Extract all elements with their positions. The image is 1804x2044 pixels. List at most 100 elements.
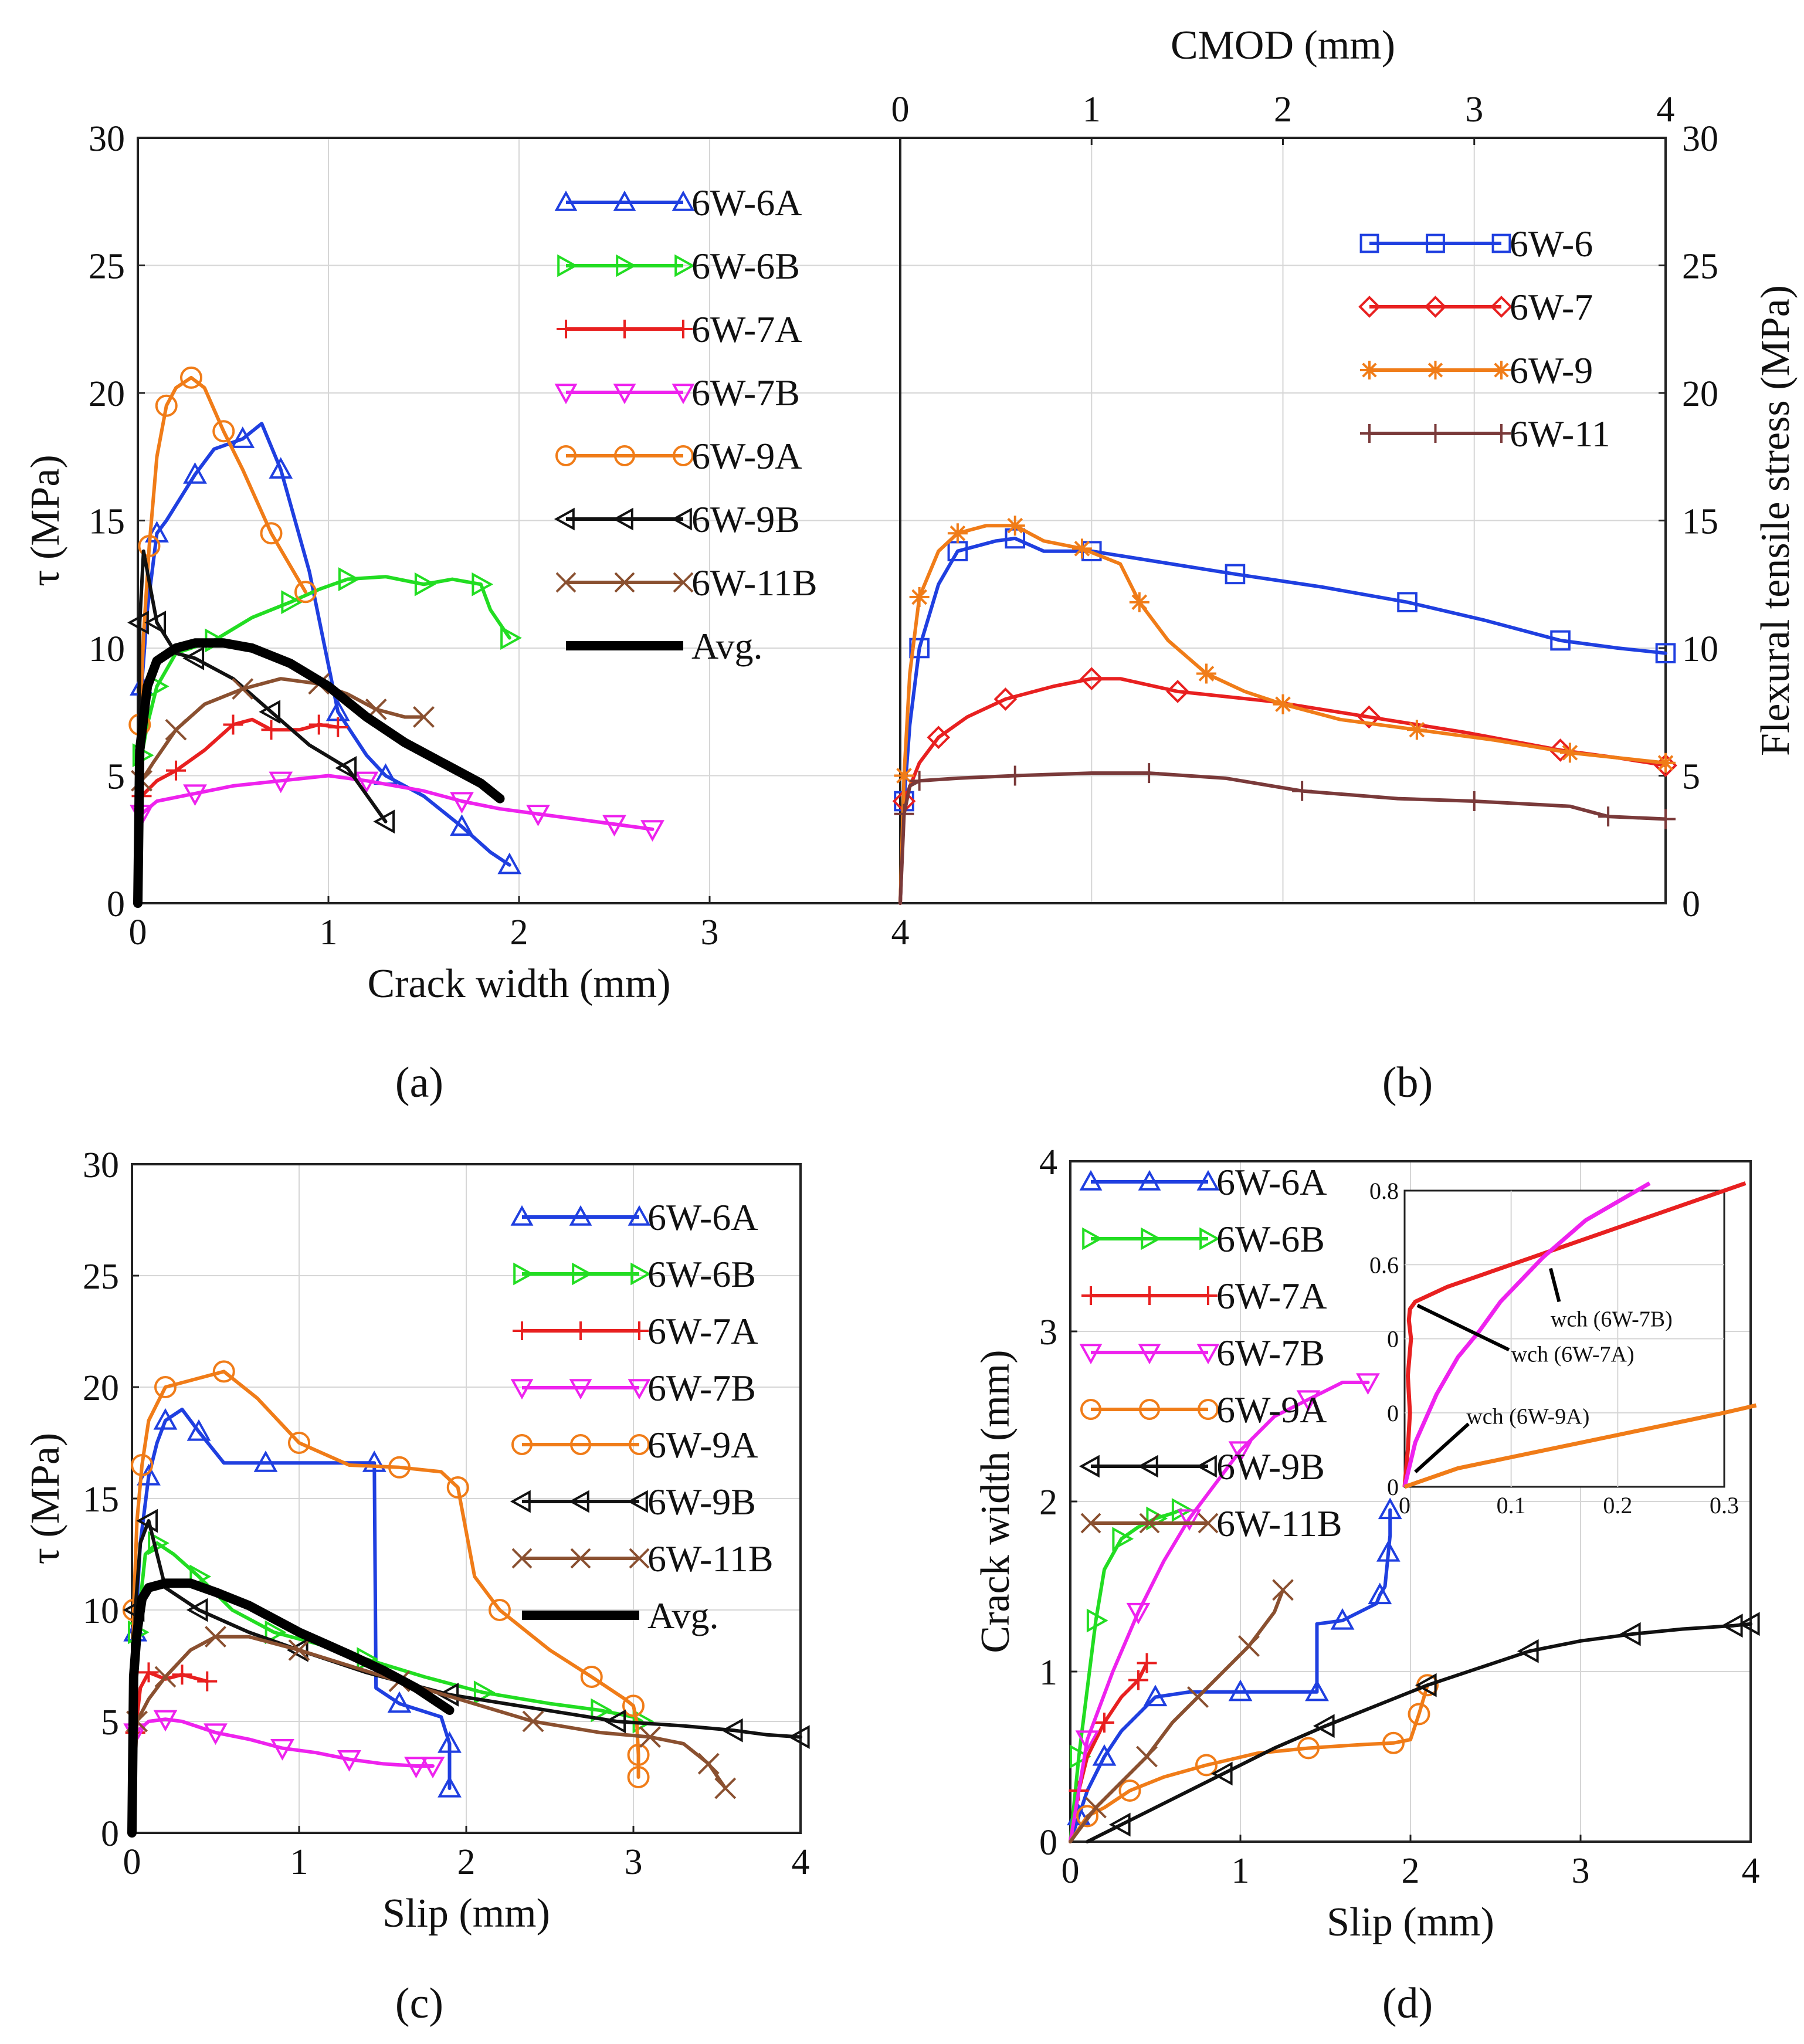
series-6W-9 xyxy=(894,516,1676,905)
series-line xyxy=(1086,1622,1752,1843)
legend-marker xyxy=(554,190,578,211)
legend-marker xyxy=(615,320,634,338)
y-tick-label: 30 xyxy=(89,119,125,159)
legend-label: 6W-7A xyxy=(691,309,802,350)
series-6W-6 xyxy=(894,528,1676,905)
data-point xyxy=(253,1450,278,1472)
legend-item: 6W-11B xyxy=(555,562,818,604)
legend-label: 6W-9B xyxy=(691,499,800,540)
data-point xyxy=(166,760,186,781)
annotation-arrow xyxy=(1548,1267,1561,1303)
legend-marker xyxy=(1138,1344,1161,1365)
legend-label: 6W-7B xyxy=(647,1367,756,1409)
x-tick-label: 3 xyxy=(1572,1851,1590,1891)
data-point xyxy=(182,646,205,670)
legend-label: 6W-11B xyxy=(691,562,818,604)
data-point xyxy=(1368,1582,1392,1605)
series-6W-9B xyxy=(127,549,395,905)
data-point xyxy=(154,1376,177,1398)
series-line xyxy=(130,1408,452,1835)
x-tick-label: 4 xyxy=(891,913,910,952)
legend-marker xyxy=(1199,1227,1220,1250)
legend-marker xyxy=(1138,1170,1161,1191)
series-line xyxy=(898,677,1667,905)
data-point xyxy=(308,714,329,735)
legend-marker xyxy=(1424,296,1447,318)
data-point xyxy=(522,1710,544,1733)
data-point xyxy=(414,572,436,596)
inset-x-tick-label: 0.2 xyxy=(1603,1492,1632,1518)
legend-label: 6W-9 xyxy=(1510,350,1593,391)
inset-y-tick-label: 0 xyxy=(1387,1474,1399,1500)
legend-label: 6W-11B xyxy=(1216,1503,1342,1544)
legend-marker xyxy=(513,1262,534,1286)
legend-marker xyxy=(673,445,694,466)
y-tick-label: 4 xyxy=(1039,1143,1057,1182)
series-6W-6A xyxy=(123,1408,462,1835)
legend-marker xyxy=(674,254,696,277)
legend-marker xyxy=(614,572,635,593)
legend: 6W-6A 6W-6B 6W-7A 6W-7B 6W-9A 6W-9B 6W-11B Avg. xyxy=(510,1196,774,1636)
data-point xyxy=(165,718,187,741)
annotation-label: wch (6W-7B) xyxy=(1551,1307,1673,1331)
legend-label: 6W-7B xyxy=(691,372,800,413)
series-Avg. xyxy=(133,638,505,908)
series-line xyxy=(1069,1508,1183,1843)
series-6W-7A xyxy=(131,714,348,905)
legend-label: 6W-7 xyxy=(1510,286,1593,328)
legend-marker xyxy=(672,190,695,211)
data-point xyxy=(1136,1745,1158,1768)
data-point xyxy=(450,792,474,814)
data-point xyxy=(172,1665,192,1685)
legend-marker xyxy=(510,1205,534,1226)
y-tick-label: 0 xyxy=(1682,884,1700,924)
data-point xyxy=(1738,1612,1760,1636)
data-point xyxy=(270,1739,294,1761)
data-point xyxy=(413,706,435,728)
legend-label: 6W-9B xyxy=(647,1481,756,1523)
data-point xyxy=(328,717,348,737)
x-tick-label: 4 xyxy=(1742,1851,1760,1891)
data-point xyxy=(1112,1527,1134,1551)
data-point xyxy=(627,1744,650,1766)
legend-marker xyxy=(554,384,578,405)
panel-d: 0 1 2 3 4 0 1 2 3 4 Slip (mm) Crack width (mm) (d) 6W… xyxy=(973,1143,1760,2028)
legend-item: 6W-7A xyxy=(1081,1275,1327,1317)
data-point xyxy=(337,1750,361,1772)
data-point xyxy=(153,1710,178,1732)
data-point xyxy=(269,771,293,794)
data-point xyxy=(1517,1639,1539,1663)
data-point xyxy=(338,567,360,591)
data-point xyxy=(189,1564,212,1589)
data-point xyxy=(1086,1608,1108,1633)
data-point xyxy=(1137,1653,1157,1673)
series-line xyxy=(127,1578,455,1838)
y-tick-label: 5 xyxy=(101,1703,119,1743)
data-point xyxy=(288,1639,310,1661)
series-line xyxy=(898,524,1667,905)
data-point xyxy=(526,805,550,826)
legend-marker xyxy=(510,1490,531,1513)
y-tick-label: 10 xyxy=(83,1591,119,1631)
series-6W-6A xyxy=(1067,1497,1402,1843)
x-tick-label: 4 xyxy=(792,1842,810,1882)
series-line xyxy=(130,1370,640,1835)
legend-marker xyxy=(673,572,694,593)
data-point xyxy=(223,714,243,735)
data-point xyxy=(947,523,968,544)
y-tick-label: 5 xyxy=(107,757,125,797)
y-tick-label: 25 xyxy=(1682,247,1718,287)
legend-marker xyxy=(1491,233,1511,253)
legend-marker xyxy=(1080,1513,1101,1534)
legend-item: 6W-6B xyxy=(557,245,800,287)
annotation-label: wch (6W-9A) xyxy=(1466,1405,1589,1429)
legend-marker xyxy=(627,1490,648,1513)
x-tick-label: 2 xyxy=(1274,90,1292,130)
legend-item: 6W-9B xyxy=(1079,1446,1325,1487)
series-line xyxy=(1069,1588,1285,1843)
legend-item: 6W-6B xyxy=(1082,1218,1325,1260)
data-point xyxy=(909,771,930,791)
data-point xyxy=(894,804,914,824)
data-point xyxy=(438,1775,462,1798)
data-point xyxy=(1330,1608,1355,1630)
